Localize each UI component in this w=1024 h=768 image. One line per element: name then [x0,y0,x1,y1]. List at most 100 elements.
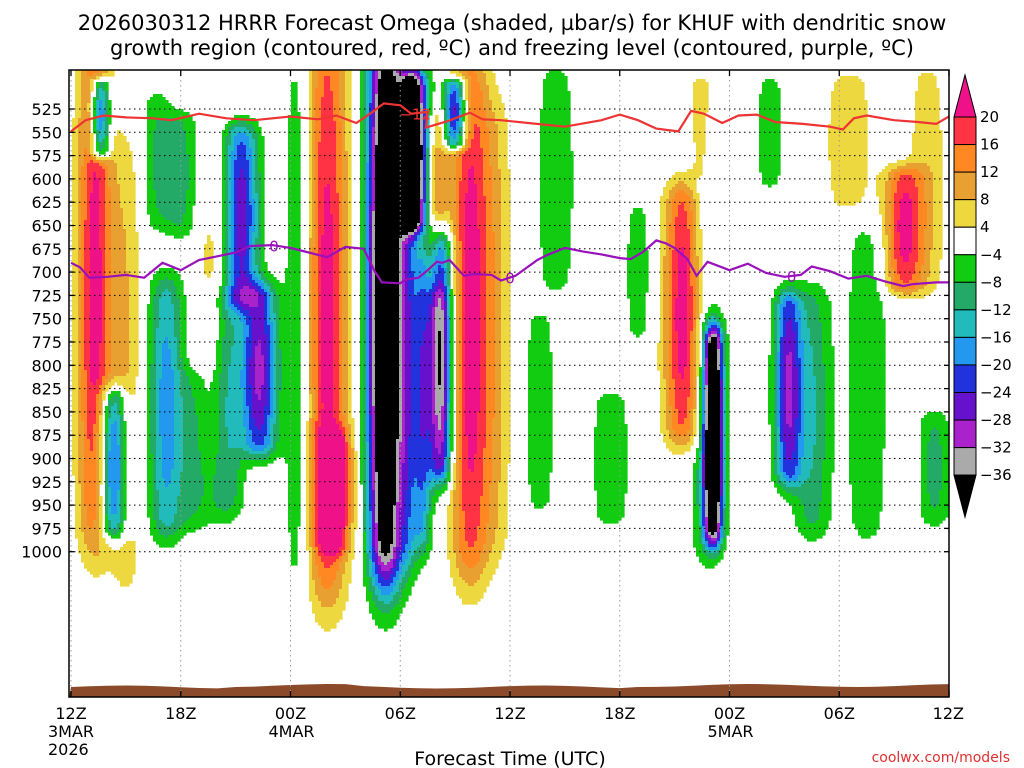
omega-cell [315,109,322,113]
omega-cell [471,112,487,116]
omega-cell [447,133,451,137]
omega-cell [759,115,781,119]
omega-cell [549,70,562,74]
omega-cell [333,106,340,110]
omega-cell [345,94,352,98]
omega-cell [312,82,319,86]
omega-cell [447,121,451,125]
omega-cell [831,115,868,119]
omega-cell [102,139,106,143]
omega-cell [366,100,370,104]
omega-cell [459,91,463,95]
omega-cell [369,145,373,149]
omega-cell [465,118,469,122]
omega-cell [540,115,571,119]
omega-cell [366,70,370,74]
omega-cell [447,109,451,113]
omega-cell [369,70,373,74]
omega-cell [543,100,571,104]
omega-cell [339,85,346,89]
omega-cell [468,136,475,140]
omega-cell [426,103,430,107]
omega-cell [693,97,709,101]
omega-cell [99,121,103,125]
omega-cell [480,139,490,143]
omega-cell [477,76,487,80]
omega-cell [831,109,868,113]
omega-cell [99,127,103,131]
omega-cell [102,127,106,131]
omega-cell [444,88,448,92]
omega-cell [360,145,364,149]
omega-cell [456,142,460,146]
omega-cell [147,145,154,149]
omega-cell [378,127,421,131]
omega-cell [372,76,376,80]
omega-cell [495,115,505,119]
omega-cell [459,94,463,98]
omega-cell [426,70,433,74]
omega-cell [237,121,247,125]
omega-cell [759,133,781,137]
omega-cell [423,115,427,119]
omega-cell [363,70,367,74]
omega-cell [828,136,868,140]
omega-cell [366,94,370,98]
omega-cell [417,79,421,83]
omega-cell [339,88,346,92]
omega-cell [441,94,445,98]
omega-cell [237,148,247,152]
omega-cell [378,73,382,77]
omega-cell [471,142,481,146]
omega-cell [345,124,352,128]
omega-cell [312,121,316,125]
omega-cell [459,112,463,116]
omega-cell [372,112,376,116]
omega-cell [426,76,430,80]
omega-cell [234,145,238,149]
omega-cell [72,145,79,149]
omega-cell [90,85,94,89]
omega-cell [696,151,706,155]
omega-cell [546,76,568,80]
omega-cell [96,82,100,86]
omega-cell [75,103,82,107]
omega-cell [363,79,367,83]
omega-cell [360,112,364,116]
omega-cell [426,136,430,140]
omega-cell [483,91,490,95]
omega-cell [468,70,475,74]
omega-cell [540,121,571,125]
omega-cell [444,97,448,101]
omega-cell [84,148,88,152]
omega-cell [321,112,334,116]
omega-cell [375,79,379,83]
omega-cell [330,88,340,92]
omega-cell [435,118,439,122]
omega-cell [420,106,424,110]
omega-cell [90,139,94,143]
omega-cell [312,106,316,110]
omega-cell [693,133,706,137]
omega-cell [81,106,88,110]
omega-cell [231,136,235,140]
omega-cell [288,151,301,155]
omega-cell [96,121,100,125]
omega-cell [147,118,157,122]
omega-cell [456,73,463,77]
omega-cell [489,142,499,146]
omega-cell [363,88,367,92]
omega-cell [759,94,781,98]
omega-cell [288,133,301,137]
omega-cell [258,145,265,149]
omega-cell [465,85,469,89]
omega-cell [420,82,424,86]
omega-cell [336,151,343,155]
omega-cell [237,151,247,155]
omega-cell [474,127,481,131]
omega-cell [447,142,451,146]
omega-cell [363,82,367,86]
omega-cell [96,103,100,107]
omega-cell [399,73,409,77]
omega-cell [105,88,109,92]
